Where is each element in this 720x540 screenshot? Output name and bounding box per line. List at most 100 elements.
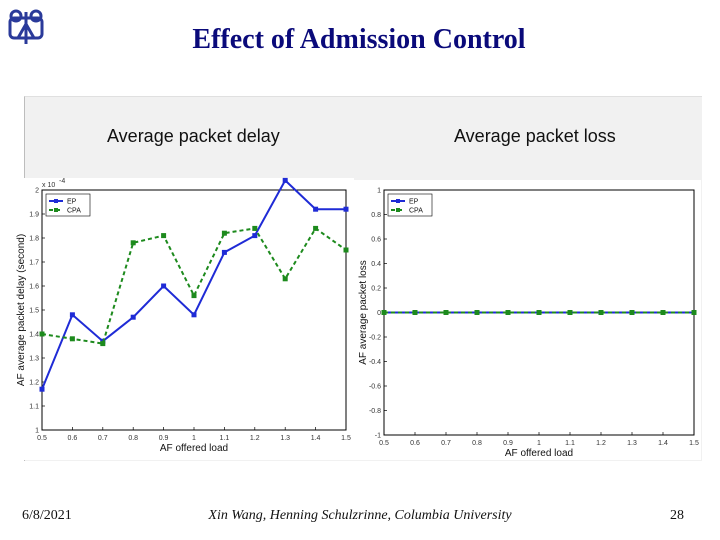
x-tick-label: 0.6 <box>68 435 78 442</box>
y-tick-label: -0.2 <box>369 335 381 342</box>
x-tick-label: 1.1 <box>565 440 575 447</box>
y-tick-label: 1.7 <box>29 260 39 267</box>
legend-marker-ep <box>396 199 400 203</box>
x-tick-label: 1.4 <box>658 440 668 447</box>
data-point-cpa <box>191 293 197 299</box>
x-tick-label: 0.7 <box>98 435 108 442</box>
y-tick-label: 0 <box>377 310 381 317</box>
y-tick-label: -0.4 <box>369 359 381 366</box>
data-point-ep <box>282 177 288 183</box>
x-tick-label: 1.5 <box>341 435 351 442</box>
x-tick-label: 1 <box>537 440 541 447</box>
data-point-cpa <box>505 310 511 315</box>
footer-date: 6/8/2021 <box>22 508 72 523</box>
delay-chart-svg: 0.5 0.6 0.7 0.8 0.9 1 1.1 1.2 1.3 1.4 1.5 1 1.1 1.2 1.… <box>16 177 351 454</box>
data-point-ep <box>343 206 349 212</box>
data-point-cpa <box>252 225 258 231</box>
legend-label-ep: EP <box>67 199 77 206</box>
x-tick-label: 0.6 <box>410 440 420 447</box>
data-point-ep <box>39 386 45 392</box>
left-chart-heading: Average packet delay <box>107 126 280 146</box>
data-point-cpa <box>161 233 167 239</box>
data-point-cpa <box>39 331 45 337</box>
x-tick-label: 0.7 <box>441 440 451 447</box>
data-point-ep <box>252 233 258 239</box>
legend-marker-cpa <box>396 208 400 212</box>
y-exponent-label: x 10 <box>42 182 55 189</box>
data-point-ep <box>69 312 75 318</box>
y-tick-label: -0.6 <box>369 384 381 391</box>
data-point-cpa <box>660 310 666 315</box>
y-exponent-power: -4 <box>59 178 65 185</box>
right-chart-heading: Average packet loss <box>454 126 616 146</box>
data-point-cpa <box>598 310 604 315</box>
data-point-cpa <box>221 230 227 236</box>
data-point-cpa <box>130 240 136 246</box>
x-tick-label: 0.9 <box>503 440 513 447</box>
data-point-ep <box>313 206 319 212</box>
columbia-logo-icon <box>4 4 48 48</box>
x-axis-label: AF offered load <box>505 448 573 459</box>
data-point-cpa <box>412 310 418 315</box>
legend-label-ep: EP <box>409 199 419 206</box>
x-tick-label: 0.8 <box>472 440 482 447</box>
series-line-cpa <box>41 226 347 345</box>
data-point-cpa <box>313 225 319 231</box>
legend-marker-cpa <box>54 208 58 212</box>
loss-chart: 0.5 0.6 0.7 0.8 0.9 1 1.1 1.2 1.3 1.4 1.5 -1 -0.8 -0.… <box>354 180 701 460</box>
y-tick-label: 1.4 <box>29 332 39 339</box>
footer-page-number: 28 <box>670 508 684 523</box>
y-tick-label: -0.8 <box>369 408 381 415</box>
y-tick-label: 2 <box>35 188 39 195</box>
x-axis-label: AF offered load <box>160 443 228 454</box>
y-tick-label: 0.4 <box>371 261 381 268</box>
slide-title: Effect of Admission Control <box>192 24 526 55</box>
data-point-cpa <box>691 310 697 315</box>
data-point-cpa <box>100 341 106 347</box>
data-point-cpa <box>282 276 288 282</box>
x-tick-label: 1.3 <box>280 435 290 442</box>
loss-chart-svg: 0.5 0.6 0.7 0.8 0.9 1 1.1 1.2 1.3 1.4 1.5 -1 -0.8 -0.… <box>358 188 699 460</box>
y-tick-label: -1 <box>375 433 381 440</box>
data-point-cpa <box>343 247 349 253</box>
data-point-cpa <box>69 336 75 342</box>
x-tick-label: 0.8 <box>128 435 138 442</box>
x-tick-label: 1 <box>192 435 196 442</box>
data-point-ep <box>191 312 197 318</box>
y-tick-label: 1.6 <box>29 284 39 291</box>
x-tick-label: 1.4 <box>311 435 321 442</box>
data-point-cpa <box>381 310 387 315</box>
y-tick-label: 1.1 <box>29 404 39 411</box>
x-tick-label: 0.5 <box>379 440 389 447</box>
plot-area-frame <box>41 189 347 431</box>
data-point-cpa <box>536 310 542 315</box>
legend-marker-ep <box>54 199 58 203</box>
legend-label-cpa: CPA <box>67 208 81 215</box>
data-point-cpa <box>629 310 635 315</box>
delay-chart: 0.5 0.6 0.7 0.8 0.9 1 1.1 1.2 1.3 1.4 1.5 1 1.1 1.2 1.… <box>14 177 354 460</box>
y-axis-label: AF average packet loss <box>358 260 369 365</box>
y-tick-label: 0.6 <box>371 237 381 244</box>
y-tick-label: 1.3 <box>29 356 39 363</box>
y-tick-label: 1 <box>377 188 381 195</box>
y-tick-label: 0.2 <box>371 286 381 293</box>
y-axis-label: AF average packet delay (second) <box>16 234 27 386</box>
data-point-cpa <box>443 310 449 315</box>
y-tick-label: 1 <box>35 428 39 435</box>
x-tick-label: 1.2 <box>596 440 606 447</box>
y-tick-label: 1.2 <box>29 380 39 387</box>
data-point-ep <box>130 314 136 320</box>
data-point-cpa <box>567 310 573 315</box>
x-tick-label: 1.1 <box>220 435 230 442</box>
y-tick-label: 1.9 <box>29 212 39 219</box>
y-tick-label: 0.8 <box>371 212 381 219</box>
data-point-cpa <box>474 310 480 315</box>
y-tick-label: 1.5 <box>29 308 39 315</box>
x-tick-label: 1.3 <box>627 440 637 447</box>
x-tick-label: 0.5 <box>37 435 47 442</box>
data-point-ep <box>221 249 227 255</box>
legend-label-cpa: CPA <box>409 208 423 215</box>
footer-author: Xin Wang, Henning Schulzrinne, Columbia … <box>208 508 512 523</box>
x-tick-label: 1.2 <box>250 435 260 442</box>
data-point-ep <box>161 283 167 289</box>
